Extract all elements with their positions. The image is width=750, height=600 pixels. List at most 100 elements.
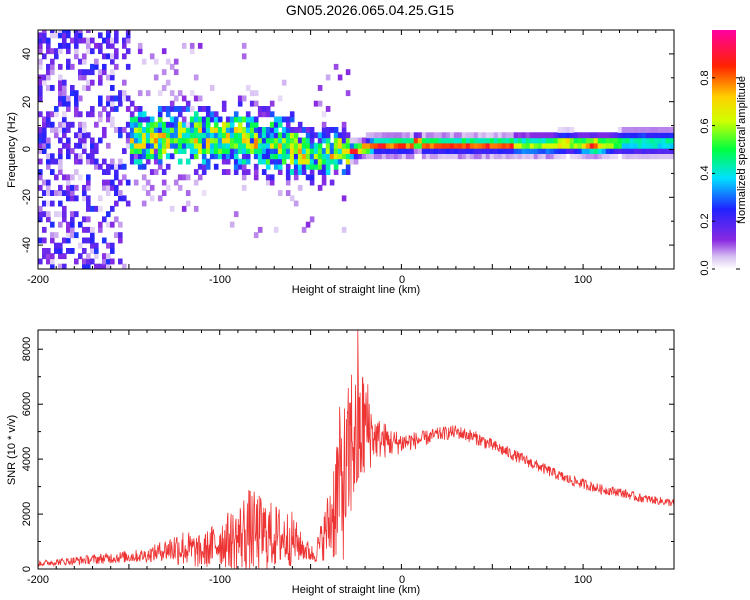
heatmap-cell [237,137,243,144]
heatmap-cell [181,205,187,212]
heatmap-cell [118,237,123,244]
heatmap-cell [169,106,175,112]
heatmap-cell [533,132,539,139]
heatmap-cell [277,163,283,170]
heatmap-cell [46,190,51,196]
heatmap-cell [201,106,207,112]
heatmap-cell [102,158,107,165]
heatmap-cell [637,137,643,144]
heatmap-cell [241,158,247,165]
heatmap-cell [345,90,351,97]
heatmap-cell [217,142,223,149]
heatmap-cell [74,158,79,165]
heatmap-cell [289,148,295,154]
heatmap-cell [58,30,63,33]
heatmap-cell [169,100,175,107]
heatmap-cell [445,137,451,144]
heatmap-cell [237,163,243,170]
heatmap-cell [241,148,247,154]
heatmap-cell [297,142,303,149]
heatmap-cell [106,142,111,149]
heatmap-cell [209,153,215,160]
heatmap-cell [337,153,343,160]
heatmap-cell [82,226,87,233]
heatmap-cell [321,132,327,139]
heatmap-cell [445,153,451,160]
heatmap-cell [205,148,211,154]
heatmap-cell [557,153,563,160]
heatmap-cell [114,127,119,133]
heatmap-cell [114,32,119,39]
heatmap-cell [321,137,327,144]
heatmap-cell [517,137,523,144]
heatmap-cell [353,148,359,154]
heatmap-cell [62,111,67,118]
heatmap-cell [265,142,271,149]
heatmap-cell [225,148,231,154]
heatmap-cell [561,132,567,139]
heatmap-cell [473,137,479,144]
heatmap-cell [321,169,327,175]
heatmap-cell [329,179,335,186]
heatmap-cell [253,142,259,149]
heatmap-cell [333,132,339,139]
heatmap-cell [78,69,83,76]
heatmap-cell [94,248,99,254]
heatmap-cell [129,132,135,139]
heatmap-cell [345,169,351,175]
heatmap-cell [38,58,43,65]
heatmap-cell [365,132,371,139]
heatmap-cell [58,190,63,196]
heatmap-cell [309,137,315,144]
heatmap-cell [521,148,527,154]
heatmap-cell [245,85,251,91]
heatmap-cell [153,127,159,133]
heatmap-cell [98,137,103,144]
heatmap-cell [261,169,267,175]
heatmap-cell [277,121,283,128]
heatmap-cell [74,132,79,139]
heatmap-cell [465,137,471,144]
heatmap-cell [461,148,467,154]
heatmap-cell [137,142,143,149]
heatmap-cell [577,142,583,149]
heatmap-cell [253,163,259,170]
heatmap-cell [601,132,607,139]
heatmap-cell [493,148,499,154]
heatmap-cell [585,153,591,160]
heatmap-cell [82,69,87,76]
heatmap-cell [241,137,247,144]
heatmap-cell [46,253,51,260]
heatmap-cell [157,127,163,133]
heatmap-cell [54,174,59,181]
heatmap-cell [565,127,571,133]
heatmap-cell [285,174,291,181]
heatmap-cell [213,142,219,149]
heatmap-cell [66,184,71,191]
heatmap-cell [345,142,351,149]
heatmap-cell [157,132,163,139]
heatmap-cell [341,153,347,160]
heatmap-cell [213,148,219,154]
heatmap-cell [573,137,579,144]
heatmap-cell [106,242,111,249]
heatmap-cell [122,79,127,86]
heatmap-cell [137,48,143,55]
heatmap-cell [86,111,91,118]
heatmap-cell [86,205,91,212]
heatmap-cell [58,253,63,260]
heatmap-cell [437,132,443,139]
heatmap-cell [229,221,235,228]
heatmap-cell [305,174,311,181]
heatmap-cell [361,137,367,144]
heatmap-cell [42,253,47,260]
heatmap-cell [118,179,123,186]
heatmap-cell [46,200,51,207]
heatmap-cell [70,232,75,239]
heatmap-cell [82,74,87,81]
heatmap-cell [161,69,167,76]
heatmap-cell [489,148,495,154]
heatmap-cell [325,127,331,133]
heatmap-cell [161,190,167,196]
colorbar-tick-0.8: 0.8 [699,70,711,85]
